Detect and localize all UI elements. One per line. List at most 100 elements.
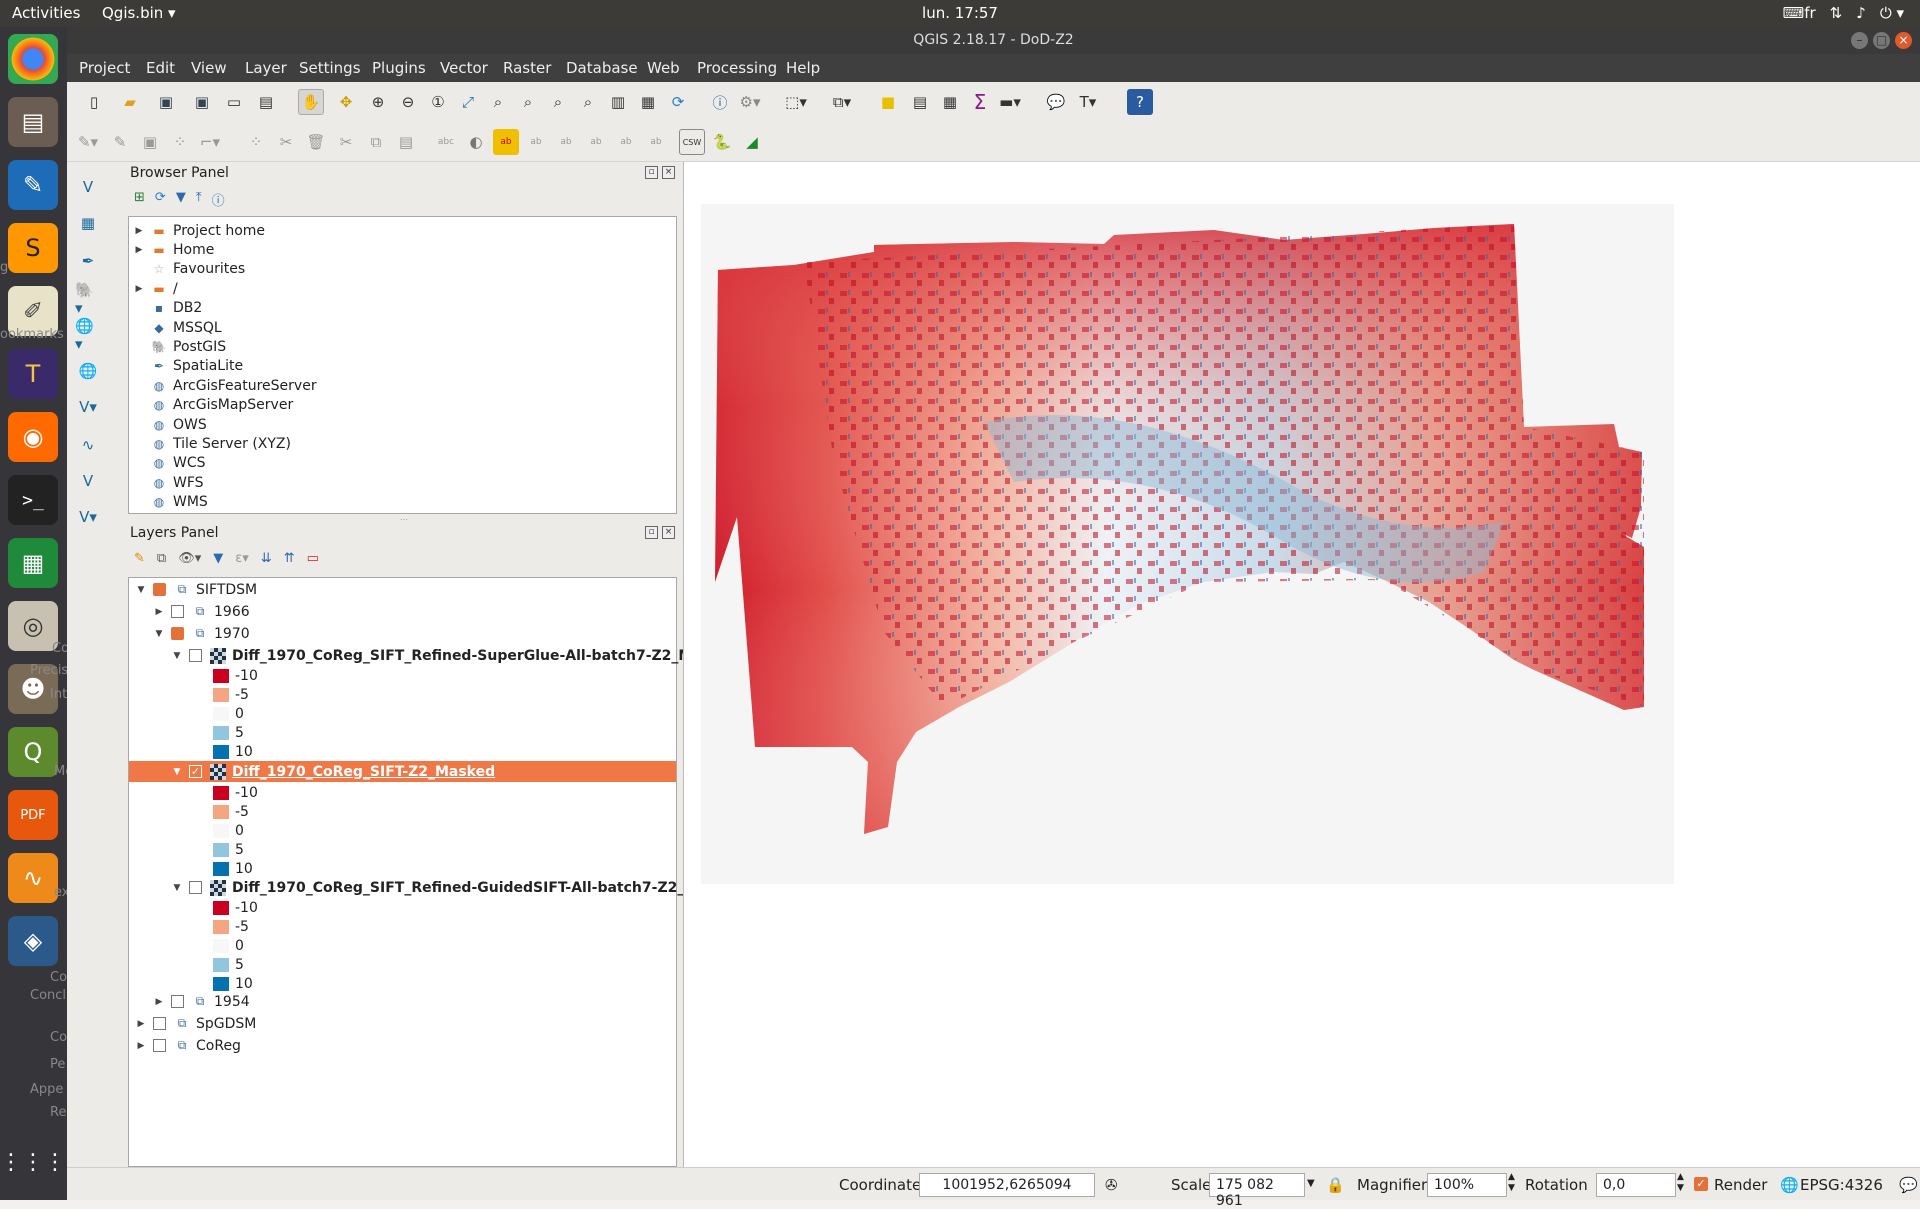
layer-group-row[interactable]: ▶ ⧉ 1966 [153, 602, 250, 621]
browser-item[interactable]: ◍ OWS [133, 415, 207, 434]
browser-item[interactable]: ☆ Favourites [133, 260, 246, 279]
collapse-all-icon[interactable]: ⤒ [195, 190, 202, 205]
expanded-arrow-icon[interactable]: ▼ [137, 584, 145, 595]
new-bookmark-icon[interactable]: ▥ [610, 93, 626, 111]
properties-icon[interactable]: ⓘ [211, 194, 225, 209]
activities-button[interactable]: Activities [12, 4, 81, 22]
writer-icon[interactable]: ✎ [8, 160, 58, 210]
browser-item[interactable]: ◍ ArcGisFeatureServer [133, 376, 317, 395]
new-project-icon[interactable]: ▯ [89, 93, 99, 111]
render-checkbox[interactable]: ✓ [1694, 1177, 1708, 1191]
select-features-icon[interactable]: ⬚▾ [785, 93, 807, 111]
add-raster-layer-icon[interactable]: ▦ [80, 214, 96, 232]
layer-group-row[interactable]: ▶ ⧉ 1954 [153, 992, 250, 1011]
profile-tool-icon[interactable]: ◢ [746, 133, 758, 151]
add-wfs-layer-icon[interactable]: V▾ [79, 398, 97, 416]
files-icon[interactable]: ▤ [8, 97, 58, 147]
scale-combo[interactable]: 175 082 961 [1209, 1173, 1305, 1209]
style-manager-icon[interactable]: ✎ [134, 551, 145, 566]
browser-item[interactable]: ◍ ArcGisMapServer [133, 396, 293, 415]
firefox-icon[interactable]: ◉ [8, 412, 58, 462]
collapsed-arrow-icon[interactable]: ▶ [155, 996, 163, 1007]
layer-checkbox[interactable] [171, 605, 184, 618]
browser-item[interactable]: ◍ WFS [133, 473, 204, 492]
float-panel-icon[interactable]: ▫ [645, 526, 658, 539]
highlight-labels-icon[interactable]: ab [493, 129, 519, 155]
layer-group-row[interactable]: ▶ ⧉ CoReg [135, 1036, 241, 1055]
expanded-arrow-icon[interactable]: ▼ [173, 766, 181, 777]
add-vector-layer-icon[interactable]: V [82, 178, 94, 196]
current-edits-icon[interactable]: ✎▾ [77, 133, 99, 151]
statistical-summary-icon[interactable]: Σ [973, 90, 987, 114]
crs-label[interactable]: EPSG:4326 [1800, 1176, 1883, 1194]
lock-scale-icon[interactable]: 🔒 [1326, 1176, 1345, 1194]
close-panel-icon[interactable]: × [662, 166, 675, 179]
virtualbox-icon[interactable]: ◈ [8, 916, 58, 966]
collapsed-arrow-icon[interactable]: ▶ [135, 283, 143, 294]
refresh-icon[interactable]: ⟳ [671, 93, 685, 111]
add-group-icon[interactable]: ⧉ [156, 551, 167, 566]
menu-help[interactable]: Help [786, 59, 821, 77]
diagram-icon[interactable]: ◐ [469, 133, 483, 151]
network-icon[interactable]: ⇅ [1829, 4, 1843, 22]
filter-icon[interactable]: ▼ [175, 190, 186, 205]
help-icon[interactable]: ? [1127, 89, 1153, 115]
add-selected-layer-icon[interactable]: ⊞ [134, 190, 145, 205]
map-tips-icon[interactable]: 💬 [1046, 93, 1066, 111]
layer-checkbox[interactable] [171, 995, 184, 1008]
show-bookmarks-icon[interactable]: ▦ [640, 93, 656, 111]
zoom-in-icon[interactable]: ⊕ [371, 93, 385, 111]
move-label-icon[interactable]: ab [590, 137, 602, 147]
layer-group-row[interactable]: ▼ ⧉ SIFTDSM [135, 580, 258, 599]
menu-web[interactable]: Web [647, 59, 680, 77]
power-icon[interactable]: ⏻ ▾ [1879, 4, 1904, 22]
menu-database[interactable]: Database [566, 59, 638, 77]
rotation-spinbox[interactable]: 0,0 [1596, 1173, 1676, 1197]
new-shapefile-icon[interactable]: ∿ [81, 436, 95, 454]
layer-checkbox-checked[interactable]: ✓ [189, 765, 202, 778]
csw-icon[interactable]: CSW [679, 129, 705, 155]
expanded-arrow-icon[interactable]: ▼ [173, 650, 181, 661]
add-spatialite-layer-icon[interactable]: ✒ [81, 252, 95, 270]
field-calculator-icon[interactable]: ▦ [942, 93, 958, 111]
app-grid-icon[interactable]: ⋮⋮⋮ [0, 1149, 66, 1175]
raster-layer-row[interactable]: ▼ Diff_1970_CoReg_SIFT_Refined-SuperGlue… [171, 646, 708, 665]
run-feature-action-icon[interactable]: ⚙▾ [739, 93, 761, 111]
partial-checkbox[interactable] [171, 627, 184, 640]
delete-selected-icon[interactable]: 🗑 [306, 133, 326, 151]
toggle-editing-icon[interactable]: ✎ [113, 133, 127, 151]
refresh-icon[interactable]: ⟳ [154, 190, 166, 205]
zoom-last-icon[interactable]: ⌕ [553, 93, 563, 111]
coordinate-field[interactable]: 1001952,6265094 [919, 1173, 1095, 1197]
blender-icon[interactable]: ∿ [8, 853, 58, 903]
browser-item[interactable]: ▶ ▬ / [133, 279, 178, 298]
zoom-full-icon[interactable]: ⤢ [461, 93, 474, 111]
pan-to-selection-icon[interactable]: ✥ [339, 93, 353, 111]
zoom-layer-icon[interactable]: ⌕ [523, 93, 533, 111]
measure-icon[interactable]: ▬▾ [999, 93, 1021, 111]
expanded-arrow-icon[interactable]: ▼ [155, 628, 163, 639]
zoom-out-icon[interactable]: ⊖ [401, 93, 415, 111]
browser-item[interactable]: ▶ ▬ Home [133, 240, 215, 259]
splitter-handle[interactable]: ⋯ [400, 515, 408, 524]
select-by-value-icon[interactable]: ⧉▾ [832, 93, 852, 111]
volume-icon[interactable]: ♪ [1856, 4, 1866, 22]
python-console-icon[interactable]: 🐍 [712, 133, 732, 151]
layer-checkbox[interactable] [189, 649, 202, 662]
texteditor-icon[interactable]: ✐ [8, 286, 58, 336]
add-postgis-layer-icon[interactable]: 🐘▾ [75, 281, 94, 317]
menu-raster[interactable]: Raster [503, 59, 552, 77]
save-as-icon[interactable]: ▣ [194, 93, 210, 111]
label-tool-icon[interactable]: abc [437, 137, 455, 147]
browser-item[interactable]: ◆ MSSQL [133, 318, 221, 337]
paste-icon[interactable]: ▤ [398, 133, 414, 151]
new-print-composer-icon[interactable]: ▭ [226, 93, 242, 111]
filter-expression-icon[interactable]: ε▾ [235, 551, 249, 566]
viewer-icon[interactable]: ◎ [8, 601, 58, 651]
cut-icon[interactable]: ✂ [339, 133, 353, 151]
node-edit-icon[interactable]: ✂ [279, 133, 293, 151]
clock[interactable]: lun. 17:57 [922, 4, 998, 22]
visibility-icon[interactable]: 👁▾ [178, 551, 202, 566]
browser-item[interactable]: ✒ SpatiaLite [133, 357, 243, 376]
gimp-icon[interactable]: ☻ [8, 664, 58, 714]
